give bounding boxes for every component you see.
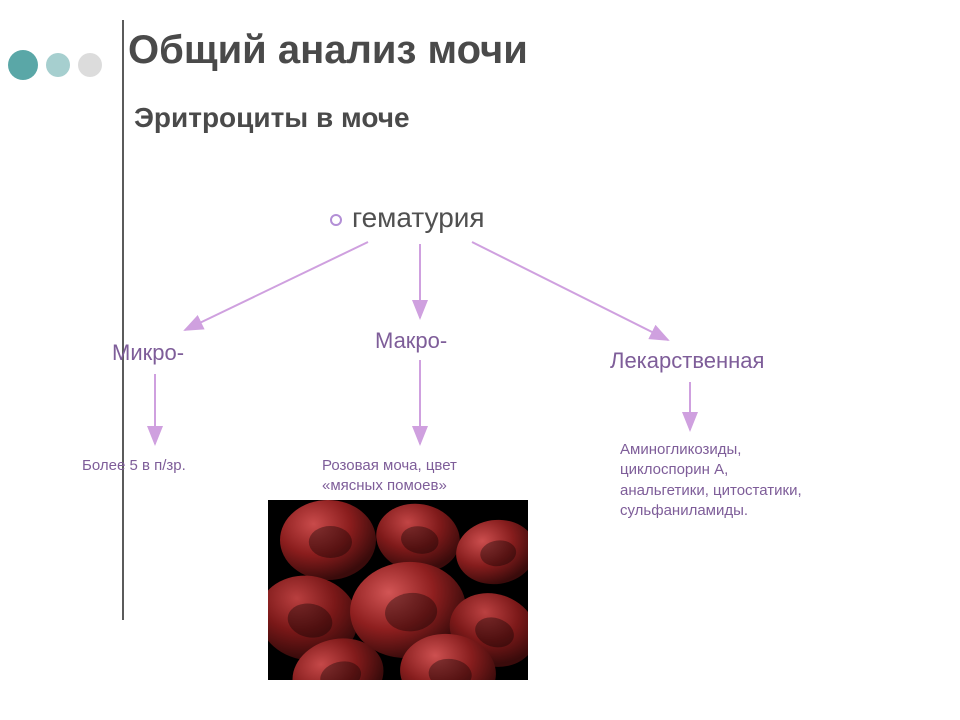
vertical-divider: [122, 20, 124, 620]
detail-drug: Аминогликозиды, циклоспорин А, анальгети…: [620, 440, 820, 521]
arrow: [185, 242, 368, 330]
detail-macro: Розовая моча, цвет «мясных помоев»: [322, 456, 502, 497]
slide: Общий анализ мочи Эритроциты в моче гема…: [0, 0, 960, 720]
erythrocytes-image: [268, 500, 528, 680]
decorative-dots: [8, 50, 102, 80]
slide-title: Общий анализ мочи: [128, 28, 528, 73]
bullet-icon: [330, 214, 342, 226]
category-micro: Микро-: [112, 340, 184, 366]
arrow: [472, 242, 668, 340]
root-text: гематурия: [352, 202, 485, 233]
category-macro: Макро-: [375, 328, 447, 354]
erythrocyte-cell: [280, 500, 376, 580]
diagram-root: гематурия: [330, 202, 485, 234]
detail-micro: Более 5 в п/зр.: [82, 456, 252, 476]
decorative-dot: [8, 50, 38, 80]
decorative-dot: [78, 53, 102, 77]
slide-subtitle: Эритроциты в моче: [134, 102, 410, 134]
erythrocytes-svg: [268, 500, 528, 680]
category-drug: Лекарственная: [610, 348, 764, 374]
decorative-dot: [46, 53, 70, 77]
